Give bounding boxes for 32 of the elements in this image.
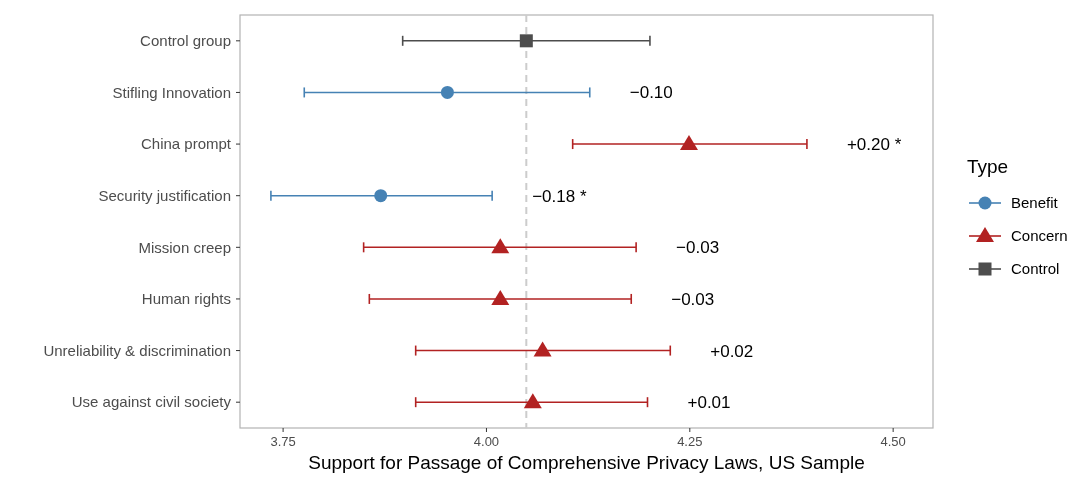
y-tick-label: China prompt — [140, 135, 232, 153]
point — [374, 189, 388, 203]
y-tick-label: Human rights — [141, 290, 231, 308]
y-tick-label: Stifling Innovation — [112, 83, 231, 101]
point — [519, 34, 533, 48]
y-tick-label: Security justification — [98, 186, 231, 204]
annotation: +0.20 * — [846, 135, 902, 155]
legend-label: Benefit — [1011, 194, 1059, 212]
point — [533, 341, 552, 357]
annotation: +0.01 — [687, 393, 731, 413]
x-axis-title: Support for Passage of Comprehensive Privacy Laws, US Sample — [308, 452, 865, 473]
y-tick-label: Control group — [140, 32, 231, 50]
y-tick-label: Mission creep — [138, 238, 231, 256]
point — [523, 393, 542, 409]
x-tick-label: 4.50 — [880, 434, 906, 449]
annotation: −0.03 — [671, 289, 715, 309]
annotation: −0.10 — [629, 83, 673, 103]
x-tick-label: 4.00 — [473, 434, 500, 449]
legend-label: Concern — [1011, 227, 1068, 245]
annotation: +0.02 — [710, 341, 754, 361]
point — [440, 85, 454, 99]
point — [679, 135, 698, 151]
point — [491, 289, 510, 305]
annotation: −0.03 — [676, 238, 720, 258]
y-tick-label: Use against civil society — [71, 393, 232, 411]
x-tick-label: 3.75 — [270, 434, 296, 449]
legend-title: Type — [967, 156, 1009, 177]
y-tick-label: Unreliability & discrimination — [43, 341, 231, 359]
point — [491, 238, 510, 254]
legend-label: Control — [1011, 260, 1060, 278]
annotation: −0.18 * — [532, 186, 587, 206]
x-tick-label: 4.25 — [677, 434, 703, 449]
